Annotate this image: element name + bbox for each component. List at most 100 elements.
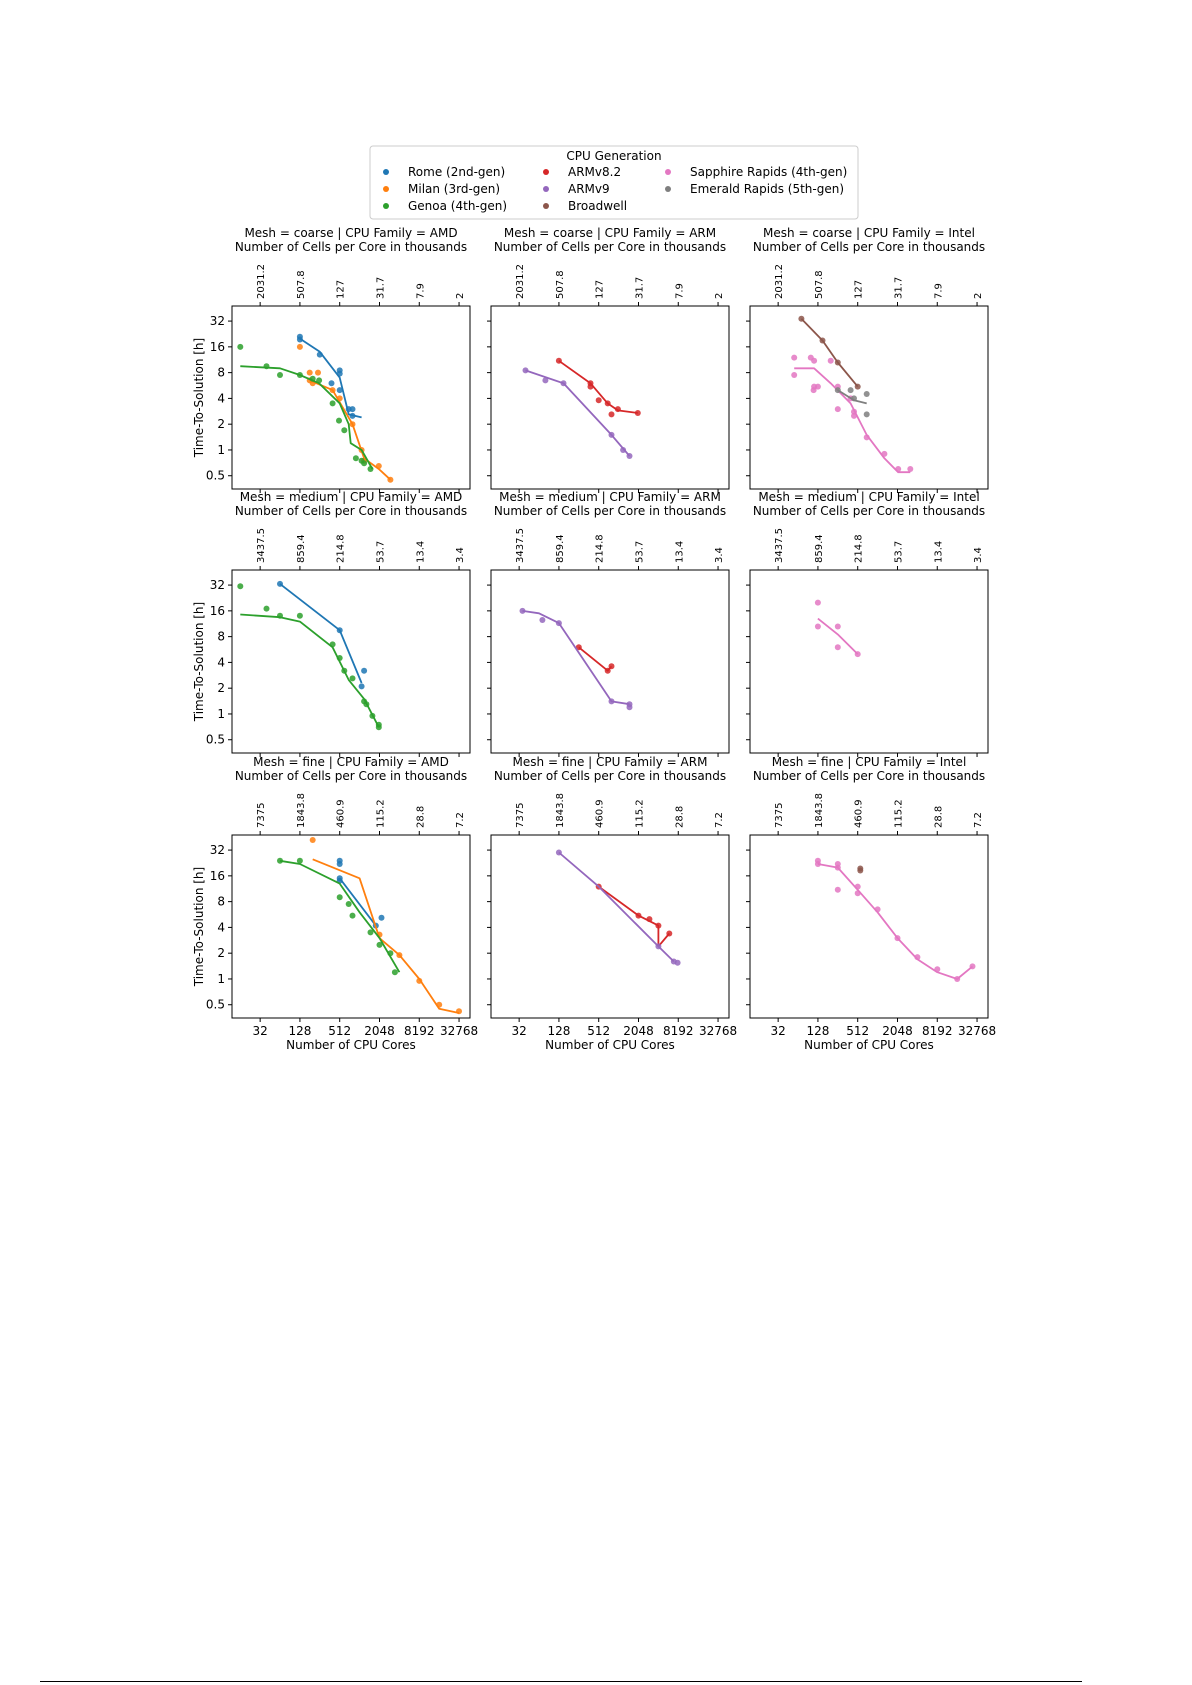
data-point [349,912,356,919]
data-point [345,901,352,907]
data-point [237,343,244,350]
data-point [811,357,818,364]
data-point [555,620,562,627]
data-point [874,906,881,913]
data-point [666,930,673,937]
top-tick-label: 7375 [256,803,267,828]
data-point [798,315,805,322]
data-point [555,849,562,856]
data-point [277,372,283,378]
top-axis-label: Number of Cells per Core in thousands [235,769,467,783]
y-tick-label: 4 [217,655,225,669]
y-tick-label: 1 [217,707,225,721]
data-point [363,701,370,708]
data-point [329,400,336,407]
y-tick-label: 2 [217,946,225,960]
panel-title: Mesh = coarse | CPU Family = AMD [244,226,457,240]
data-point [854,651,861,658]
data-point [237,583,244,590]
y-tick-label: 0.5 [206,733,225,747]
data-point [814,861,821,867]
data-point [655,943,662,950]
x-tick-label: 128 [806,1024,829,1038]
top-tick-label: 31.7 [634,277,645,299]
data-point [436,1001,443,1008]
x-tick-label: 32768 [958,1024,996,1038]
panel-title: Mesh = fine | CPU Family = ARM [513,755,708,769]
data-point [336,894,343,901]
legend-marker [665,169,671,175]
data-point [863,391,870,397]
top-tick-label: 3437.5 [256,528,267,563]
y-tick-label: 0.5 [206,469,225,483]
top-tick-label: 859.4 [555,534,566,563]
data-point [328,380,335,387]
data-point [614,406,621,413]
data-point [626,704,633,711]
top-tick-label: 214.8 [336,534,347,563]
y-tick-label: 16 [210,604,225,618]
y-tick-label: 2 [217,681,225,695]
data-point [863,411,870,418]
data-point [587,383,594,390]
data-point [315,369,321,376]
data-point [349,406,356,413]
data-point [336,655,343,661]
legend-entry-label: Rome (2nd-gen) [408,165,505,179]
top-tick-label: 2 [714,293,725,299]
data-point [539,617,546,623]
data-point [361,667,368,674]
data-point [361,460,368,467]
legend-entry-label: Broadwell [568,199,627,213]
legend-entry-label: Genoa (4th-gen) [408,199,507,213]
data-point [604,667,611,674]
x-tick-label: 32 [253,1024,268,1038]
plot-frame [490,834,730,1019]
data-point [387,476,394,483]
data-point [608,698,615,705]
data-point [336,417,342,424]
data-point [316,377,323,384]
top-tick-label: 7.2 [973,812,984,828]
top-tick-label: 53.7 [893,541,904,563]
data-point [674,959,681,966]
y-tick-label: 8 [217,366,225,380]
x-tick-label: 128 [547,1024,570,1038]
top-tick-label: 7.9 [933,283,944,299]
top-tick-label: 460.9 [336,799,347,828]
data-point [519,607,526,614]
x-tick-label: 8192 [922,1024,953,1038]
top-tick-label: 7.2 [455,812,466,828]
data-point [969,963,976,970]
legend-frame [369,145,859,220]
y-axis-label: Time-To-Solution [h] [192,338,206,458]
x-tick-label: 32768 [440,1024,478,1038]
series-line [312,858,460,1014]
data-point [604,400,611,407]
data-point [857,867,864,874]
data-point [827,357,834,364]
legend-marker [383,186,389,192]
x-tick-label: 2048 [364,1024,395,1038]
top-tick-label: 2 [455,293,466,299]
legend-marker [543,169,549,175]
x-axis-label: Number of CPU Cores [804,1038,934,1052]
y-tick-label: 16 [210,869,225,883]
panel-title: Mesh = coarse | CPU Family = ARM [504,226,716,240]
x-tick-label: 2048 [623,1024,654,1038]
y-tick-label: 1 [217,972,225,986]
top-axis-label: Number of Cells per Core in thousands [494,240,726,254]
top-tick-label: 3.4 [973,547,984,563]
data-point [336,395,343,402]
panel-title: Mesh = medium | CPU Family = Intel [758,490,979,504]
data-point [309,375,316,382]
top-axis-label: Number of Cells per Core in thousands [235,240,467,254]
y-axis-label: Time-To-Solution [h] [192,867,206,987]
plot-frame [231,305,471,490]
data-point [358,683,365,690]
x-tick-label: 32 [771,1024,786,1038]
